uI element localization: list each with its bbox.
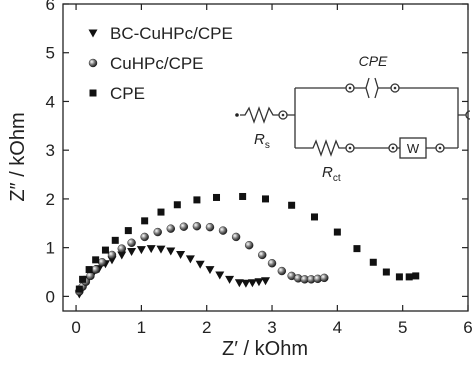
marker-triangle <box>185 255 195 264</box>
y-tick-label: 1 <box>46 239 55 258</box>
marker-sphere <box>277 266 287 276</box>
marker-triangle <box>146 245 156 254</box>
y-tick-label: 6 <box>46 0 55 14</box>
legend-label: CuHPc/CPE <box>110 54 204 73</box>
marker-sphere <box>166 224 175 233</box>
marker-triangle <box>127 248 137 257</box>
y-tick-label: 3 <box>46 141 55 160</box>
marker-square <box>412 272 420 280</box>
marker-square <box>405 273 413 281</box>
marker-triangle <box>195 260 205 269</box>
marker-triangle <box>88 29 98 38</box>
marker-triangle <box>234 279 244 288</box>
marker-sphere <box>244 241 254 250</box>
marker-square <box>157 208 165 216</box>
marker-square <box>92 256 100 264</box>
inset-cpe-label: CPE <box>359 53 388 69</box>
marker-sphere <box>107 250 117 260</box>
marker-sphere <box>218 226 228 235</box>
marker-square <box>85 266 93 274</box>
marker-square <box>353 245 361 253</box>
marker-sphere <box>97 258 107 267</box>
marker-square <box>101 246 109 254</box>
marker-triangle <box>261 277 270 286</box>
marker-sphere <box>91 265 100 274</box>
rct-main: R <box>322 164 333 181</box>
inset-rs-label: Rs <box>254 131 270 151</box>
plot-frame <box>62 3 469 312</box>
marker-square <box>369 258 377 266</box>
marker-square <box>288 201 296 209</box>
marker-sphere <box>117 244 126 253</box>
marker-sphere <box>140 232 149 242</box>
marker-square <box>79 275 87 283</box>
marker-sphere <box>153 227 162 237</box>
marker-square <box>262 195 269 203</box>
marker-square <box>89 89 97 97</box>
marker-square <box>124 227 132 235</box>
marker-sphere <box>88 58 98 68</box>
x-tick-label: 3 <box>267 318 276 337</box>
marker-triangle <box>156 245 166 254</box>
marker-square <box>75 285 83 293</box>
marker-square <box>382 268 390 276</box>
marker-sphere <box>205 222 215 232</box>
marker-sphere <box>258 250 267 260</box>
marker-square <box>141 217 149 225</box>
x-tick-label: 6 <box>463 318 472 337</box>
marker-sphere <box>179 222 189 231</box>
rs-main: R <box>254 131 265 148</box>
marker-sphere <box>231 232 241 242</box>
marker-triangle <box>166 247 176 256</box>
x-tick-label: 4 <box>333 318 342 337</box>
y-tick-label: 2 <box>46 190 55 209</box>
y-tick-label: 5 <box>46 44 55 63</box>
marker-square <box>239 192 247 200</box>
inset-w-label: W <box>407 141 420 156</box>
marker-triangle <box>205 266 215 275</box>
x-tick-label: 2 <box>202 318 211 337</box>
marker-sphere <box>320 273 329 283</box>
rs-sub: s <box>265 140 270 151</box>
marker-sphere <box>192 222 202 231</box>
marker-triangle <box>241 279 251 288</box>
marker-square <box>111 236 119 244</box>
legend-label: BC-CuHPc/CPE <box>110 24 233 43</box>
marker-triangle <box>254 278 264 287</box>
legend-label: CPE <box>110 84 145 103</box>
y-tick-label: 4 <box>46 92 55 111</box>
circuit-inset <box>235 77 471 159</box>
marker-triangle <box>136 246 146 255</box>
marker-triangle <box>215 271 225 280</box>
x-tick-label: 1 <box>137 318 146 337</box>
marker-square <box>173 201 181 209</box>
marker-square <box>213 193 221 201</box>
marker-triangle <box>247 279 257 288</box>
marker-triangle <box>176 250 186 259</box>
marker-sphere <box>267 259 277 268</box>
marker-triangle <box>117 251 127 260</box>
marker-square <box>395 273 403 281</box>
y-axis-label: Z″ / kOhm <box>7 112 29 201</box>
marker-square <box>333 228 341 236</box>
y-tick-label: 0 <box>46 287 55 306</box>
x-tick-label: 0 <box>71 318 80 337</box>
marker-square <box>193 196 201 204</box>
x-tick-label: 5 <box>398 318 407 337</box>
x-axis-label: Z′ / kOhm <box>222 338 308 360</box>
marker-sphere <box>127 238 136 247</box>
inset-rct-label: Rct <box>322 164 341 184</box>
marker-sphere <box>86 271 95 281</box>
marker-triangle <box>225 275 235 284</box>
rct-sub: ct <box>333 173 341 184</box>
marker-square <box>310 213 318 221</box>
